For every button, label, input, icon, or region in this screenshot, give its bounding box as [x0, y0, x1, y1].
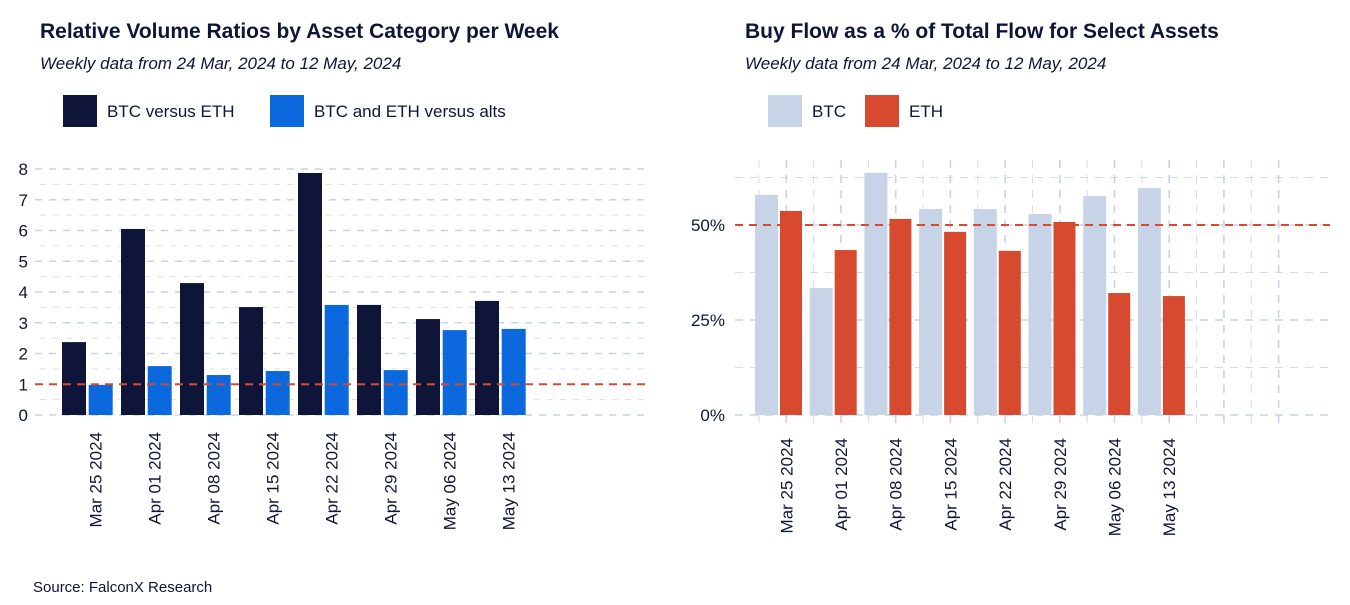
x-tick-label: May 13 2024 [1160, 438, 1179, 536]
x-tick-label: May 06 2024 [1106, 438, 1125, 536]
x-tick-label: Apr 08 2024 [887, 438, 906, 531]
bar-btc [1137, 188, 1161, 415]
legend-label-btc: BTC [812, 102, 846, 121]
legend-label-eth: ETH [909, 102, 943, 121]
bar-btc [755, 194, 778, 415]
bar-btc-vs-eth [475, 300, 499, 415]
bar-eth [1108, 293, 1131, 415]
right-legend: BTC ETH [768, 95, 943, 127]
left-chart-subtitle: Weekly data from 24 Mar, 2024 to 12 May,… [40, 54, 401, 73]
x-tick-label: Apr 29 2024 [382, 432, 401, 525]
bar-eth [780, 210, 802, 415]
x-tick-label: Apr 22 2024 [996, 438, 1015, 531]
bar-btc-vs-eth [62, 342, 86, 415]
bar-btc-eth-vs-alts [501, 328, 526, 415]
bar-btc-eth-vs-alts [206, 375, 231, 415]
bar-btc-eth-vs-alts [147, 366, 172, 415]
bar-btc [919, 209, 943, 415]
bar-btc-eth-vs-alts [324, 304, 349, 415]
bar-eth [944, 231, 967, 415]
right-chart-subtitle: Weekly data from 24 Mar, 2024 to 12 May,… [745, 54, 1106, 73]
y-tick-label: 3 [19, 314, 28, 333]
x-tick-label: Apr 01 2024 [832, 438, 851, 531]
bar-btc [864, 172, 888, 415]
y-tick-label: 5 [19, 252, 28, 271]
y-tick-label: 6 [19, 222, 28, 241]
y-tick-label: 50% [691, 216, 725, 235]
bar-btc-vs-eth [239, 307, 263, 415]
x-tick-label: Mar 25 2024 [87, 432, 106, 527]
y-tick-label: 4 [19, 283, 28, 302]
x-tick-label: Apr 01 2024 [146, 432, 165, 525]
bar-btc-vs-eth [416, 319, 440, 415]
x-tick-label: Apr 15 2024 [941, 438, 960, 531]
bar-btc-vs-eth [357, 304, 381, 415]
bar-btc-vs-eth [298, 172, 322, 415]
left-chart-title: Relative Volume Ratios by Asset Category… [40, 20, 559, 43]
bar-btc-eth-vs-alts [88, 384, 113, 415]
right-chart-title: Buy Flow as a % of Total Flow for Select… [745, 20, 1219, 43]
y-tick-label: 2 [19, 345, 28, 364]
x-tick-label: Apr 22 2024 [323, 432, 342, 525]
x-tick-label: Apr 08 2024 [205, 432, 224, 525]
legend-swatch-btc-vs-eth [63, 95, 97, 127]
y-tick-label: 25% [691, 311, 725, 330]
legend-swatch-btc-eth-vs-alts [270, 95, 304, 127]
bar-eth [889, 218, 912, 415]
y-tick-label: 8 [19, 160, 28, 179]
bar-btc-vs-eth [180, 283, 204, 415]
y-tick-label: 0 [19, 406, 28, 425]
bar-btc [1083, 196, 1107, 415]
x-tick-label: Mar 25 2024 [777, 438, 796, 533]
y-tick-label: 1 [19, 375, 28, 394]
legend-label-btc-eth-vs-alts: BTC and ETH versus alts [314, 102, 506, 121]
right-chart: Buy Flow as a % of Total Flow for Select… [691, 20, 1330, 536]
bar-btc [1028, 213, 1052, 415]
source-note: Source: FalconX Research [33, 579, 212, 596]
legend-label-btc-vs-eth: BTC versus ETH [107, 102, 235, 121]
x-tick-label: May 06 2024 [441, 432, 460, 530]
bar-btc-eth-vs-alts [265, 371, 290, 415]
x-tick-label: May 13 2024 [500, 432, 519, 530]
left-legend: BTC versus ETH BTC and ETH versus alts [63, 95, 506, 127]
y-tick-label: 0% [700, 406, 725, 425]
left-chart: Relative Volume Ratios by Asset Category… [19, 20, 650, 530]
bar-btc-eth-vs-alts [383, 370, 408, 415]
bar-btc [809, 288, 833, 415]
bar-eth [1162, 296, 1185, 415]
legend-swatch-btc [768, 95, 802, 127]
legend-swatch-eth [865, 95, 899, 127]
bar-eth [998, 250, 1021, 415]
bar-eth [834, 250, 857, 415]
bar-eth [1053, 221, 1076, 415]
bar-btc [973, 209, 997, 415]
x-tick-label: Apr 15 2024 [264, 432, 283, 525]
bar-btc-eth-vs-alts [442, 330, 467, 415]
y-tick-label: 7 [19, 191, 28, 210]
x-tick-label: Apr 29 2024 [1051, 438, 1070, 531]
bar-btc-vs-eth [121, 228, 145, 415]
